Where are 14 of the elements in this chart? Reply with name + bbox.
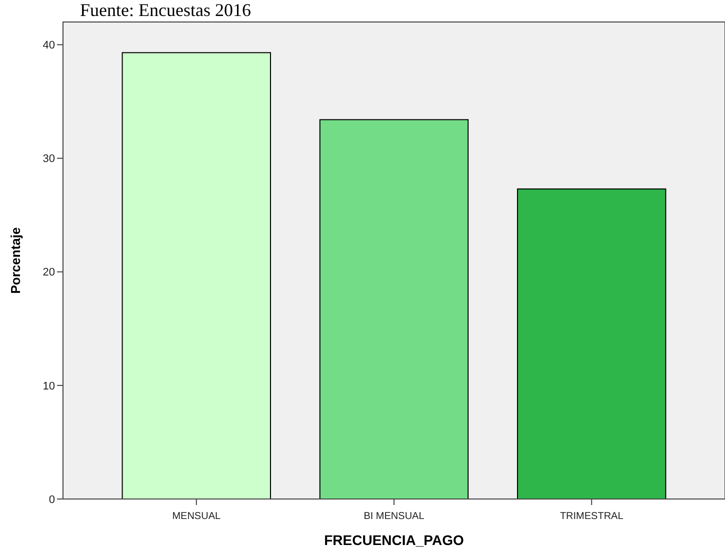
source-note: Fuente: Encuestas 2016 (80, 0, 251, 20)
y-tick-label: 40 (42, 40, 55, 52)
x-tick-label: MENSUAL (172, 511, 221, 522)
y-axis-title: Porcentaje (8, 227, 23, 294)
x-tick-label: BI MENSUAL (364, 511, 425, 522)
y-tick-label: 10 (42, 380, 55, 392)
y-tick-label: 0 (48, 494, 55, 506)
bar (517, 188, 666, 500)
bar (122, 52, 271, 500)
x-tick-label: TRIMESTRAL (560, 511, 624, 522)
bar (319, 119, 469, 500)
x-axis-title: FRECUENCIA_PAGO (324, 532, 464, 548)
y-tick-label: 30 (42, 153, 55, 166)
y-tick-label: 20 (42, 266, 55, 279)
